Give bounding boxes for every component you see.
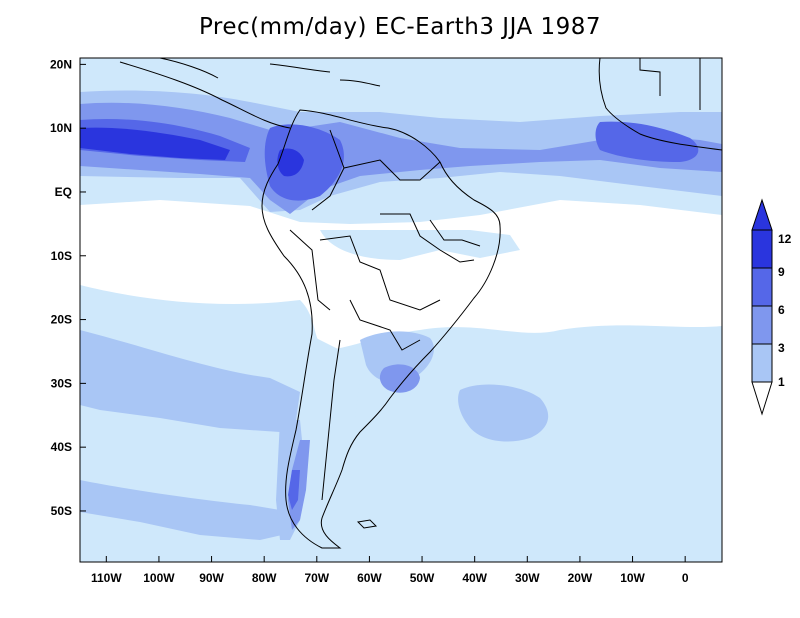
lon-tick-label: 40W xyxy=(462,571,487,585)
lon-tick-label: 0 xyxy=(682,571,689,585)
lat-tick-label: 40S xyxy=(51,440,72,454)
lat-tick-label: 10N xyxy=(50,121,72,135)
lat-tick-label: 50S xyxy=(51,504,72,518)
lon-tick-label: 20W xyxy=(568,571,593,585)
lat-tick-label: 30S xyxy=(51,376,72,390)
lon-tick-label: 30W xyxy=(515,571,540,585)
lon-tick-label: 50W xyxy=(410,571,435,585)
precip-level-12 xyxy=(80,127,304,177)
plot-frame xyxy=(79,57,723,563)
precip-fields xyxy=(80,58,722,562)
colorbar-label: 3 xyxy=(778,341,785,355)
colorbar-band-1-3 xyxy=(751,343,773,383)
colorbar-label: 1 xyxy=(778,375,785,389)
colorbar-band-3-6 xyxy=(751,305,773,345)
colorbar-band-9-12 xyxy=(751,229,773,269)
colorbar-bottom-triangle xyxy=(751,381,773,416)
map-title: Prec(mm/day) EC-Earth3 JJA 1987 xyxy=(198,14,602,40)
coastlines xyxy=(119,58,722,549)
lon-tick-label: 70W xyxy=(304,571,329,585)
lon-tick-label: 110W xyxy=(91,571,122,585)
lat-tick-label: 20N xyxy=(50,57,72,71)
lon-tick-label: 10W xyxy=(620,571,645,585)
colorbar-label: 12 xyxy=(778,232,792,246)
lon-tick-label: 90W xyxy=(199,571,224,585)
lat-tick-label: EQ xyxy=(55,185,72,199)
lat-axis: 20N 10N EQ 10S 20S 30S 40S 50S xyxy=(50,57,86,518)
colorbar: 12 9 6 3 1 xyxy=(751,198,792,416)
colorbar-label: 6 xyxy=(778,303,785,317)
colorbar-label: 9 xyxy=(778,265,785,279)
lon-tick-label: 80W xyxy=(252,571,277,585)
lat-tick-label: 20S xyxy=(51,313,72,327)
colorbar-top-triangle xyxy=(751,198,773,231)
lon-tick-label: 60W xyxy=(357,571,382,585)
lat-tick-label: 10S xyxy=(51,249,72,263)
colorbar-band-6-9 xyxy=(751,267,773,307)
lon-axis: 110W 100W 90W 80W 70W 60W 50W 40W 30W 20W 10W 0 xyxy=(91,556,689,585)
lon-tick-label: 100W xyxy=(143,571,175,585)
